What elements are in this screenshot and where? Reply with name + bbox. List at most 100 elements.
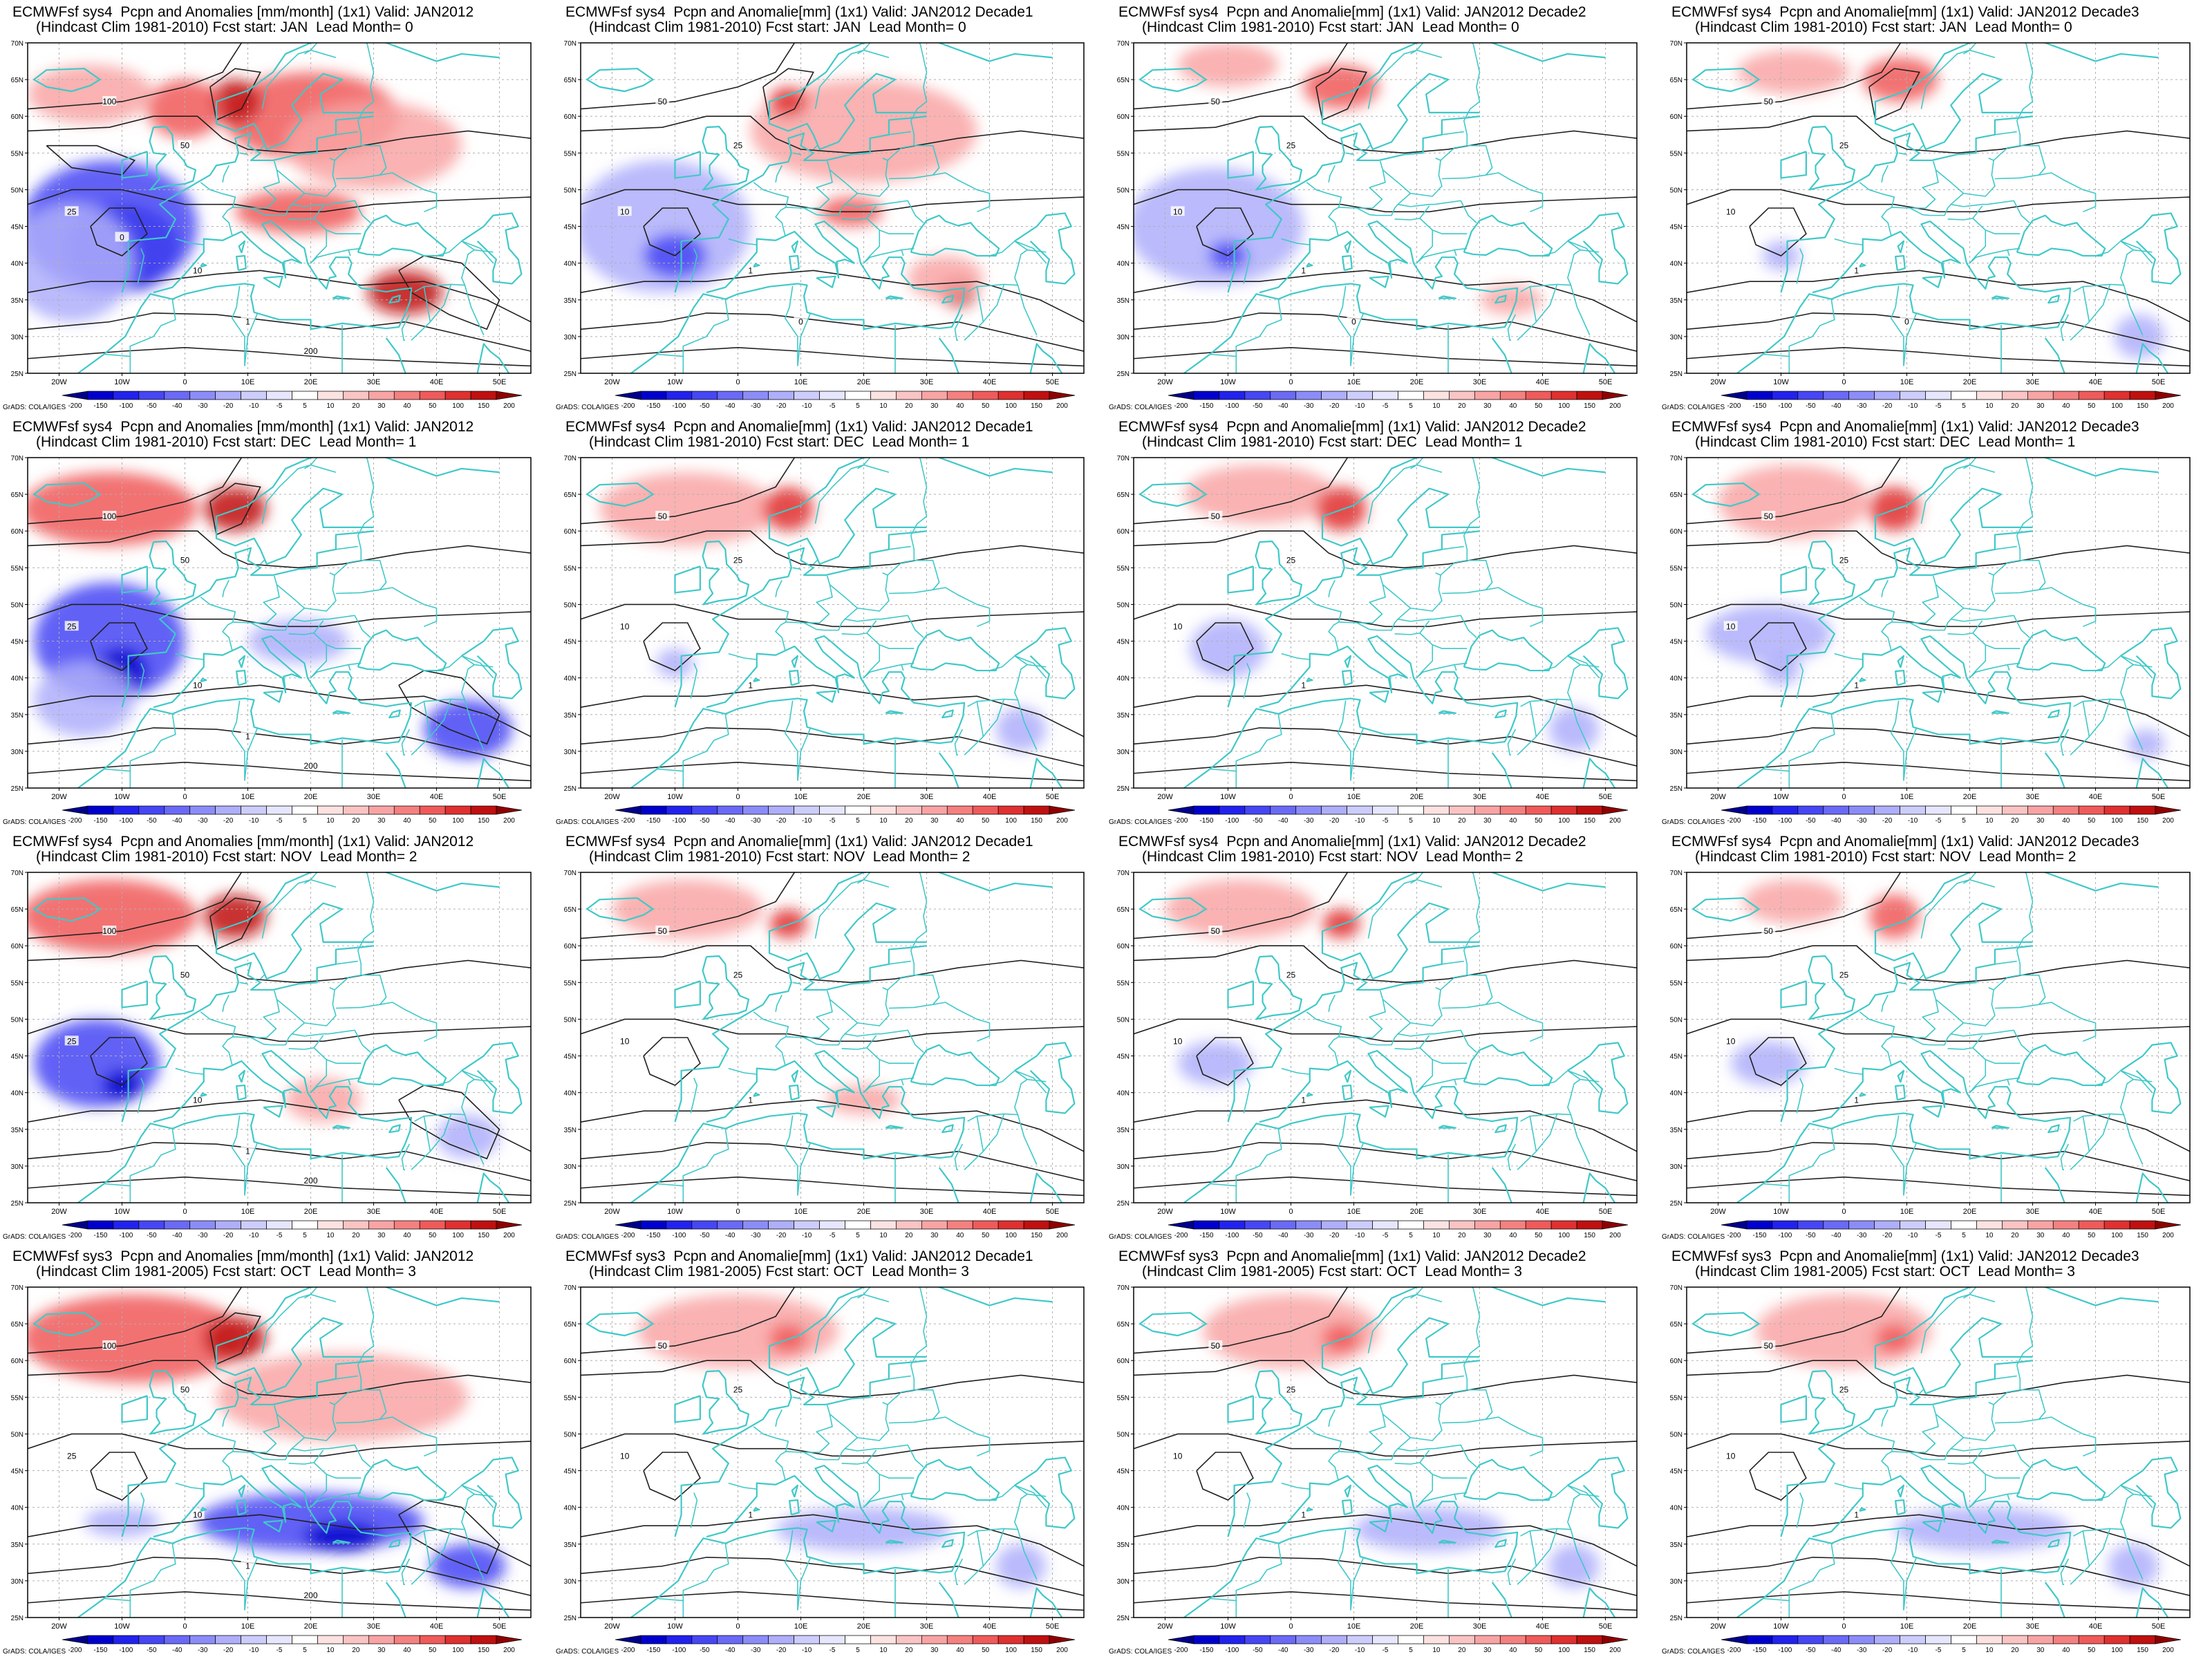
coastline (585, 1312, 654, 1337)
colorbar-label: -200 (1727, 817, 1741, 825)
colorbar-swatch (113, 1635, 140, 1644)
country-border (1337, 700, 1351, 781)
country-border (2016, 872, 2034, 950)
coastline (236, 1499, 247, 1516)
colorbar-swatch (1874, 391, 1900, 400)
colorbar-label: 10 (879, 817, 888, 825)
colorbar-label: -10 (802, 1647, 812, 1654)
country-border (1920, 1293, 1996, 1353)
latitude-tick-label: 45N (1670, 1468, 1683, 1476)
colorbar-label: -10 (1908, 817, 1918, 825)
country-border (1394, 1450, 1430, 1465)
colorbar-label: 30 (930, 402, 939, 410)
colorbar-label: -30 (198, 1232, 208, 1239)
country-border (690, 1078, 698, 1114)
country-border (967, 655, 1028, 707)
longitude-tick-label: 10E (1347, 1622, 1361, 1631)
latitude-tick-label: 55N (564, 150, 577, 158)
colorbar-label: -50 (1806, 1647, 1816, 1654)
coastline (910, 629, 1000, 672)
longitude-tick-label: 10E (241, 378, 255, 386)
country-border (803, 619, 845, 631)
coastline (1859, 263, 1866, 268)
country-border (1994, 131, 2017, 135)
colorbar-label: -100 (1225, 817, 1239, 825)
colorbar-label: -5 (1936, 402, 1942, 410)
country-border (1834, 653, 1863, 660)
longitude-tick-label: 50E (2152, 378, 2166, 386)
colorbar-swatch (1449, 805, 1475, 815)
coastline (2120, 1456, 2182, 1529)
coastline (332, 1539, 351, 1544)
latitude-tick-label: 40N (1670, 675, 1683, 683)
country-border (976, 1530, 984, 1566)
longitude-tick-label: 20W (1710, 1622, 1726, 1631)
country-border (1947, 1035, 1983, 1050)
latitude-tick-label: 55N (11, 1394, 24, 1402)
colorbar-label: 100 (2111, 1647, 2123, 1654)
colorbar-swatch (1398, 1635, 1424, 1644)
colorbar-swatch (615, 1635, 641, 1644)
longitude-tick-label: 0 (182, 793, 187, 801)
map-frame (580, 42, 1085, 374)
colorbar-swatch (819, 805, 845, 815)
latitude-tick-label: 40N (11, 261, 24, 268)
colorbar-swatch (164, 1635, 191, 1644)
coastline (1895, 669, 1906, 686)
colorbar-label: -5 (830, 402, 836, 410)
coastline (938, 752, 959, 788)
colorbar-label: 150 (2137, 402, 2148, 410)
country-border (103, 1543, 176, 1602)
contour-line (1134, 1177, 1637, 1197)
longitude-tick-label: 10W (1773, 1622, 1789, 1631)
colorbar-swatch (1423, 391, 1450, 400)
colorbar-label: 50 (982, 1647, 990, 1654)
colorbar-swatch (241, 391, 267, 400)
country-border (2020, 144, 2097, 213)
latitude-tick-label: 60N (11, 1358, 24, 1365)
colorbar-label: 20 (905, 1647, 913, 1654)
colorbar-label: -150 (646, 817, 660, 825)
latitude-tick-label: 50N (564, 1431, 577, 1438)
coastline (1582, 1587, 1616, 1618)
contour-label: 25 (67, 1451, 77, 1461)
colorbar-label: 10 (879, 1647, 888, 1654)
coastline (1874, 1287, 2159, 1395)
contour-line (209, 1312, 261, 1365)
colorbar-swatch (666, 1635, 693, 1644)
coastline (702, 1369, 750, 1435)
colorbar-swatch (742, 1635, 769, 1644)
latitude-tick-label: 25N (1117, 785, 1130, 793)
colorbar-label: 20 (352, 817, 360, 825)
longitude-tick-label: 0 (1288, 378, 1293, 386)
country-border (964, 1528, 1005, 1585)
country-border (1463, 1287, 1481, 1365)
latitude-tick-label: 30N (11, 1163, 24, 1171)
latitude-tick-label: 70N (564, 870, 577, 877)
colorbar-label: 30 (377, 1647, 386, 1654)
longitude-tick-label: 10W (1773, 378, 1789, 386)
colorbar-label: 200 (1609, 817, 1621, 825)
colorbar: -200 -150 -100 -50 -40 -30 -20 -10 -5 5 10 20 30 40 50… (1721, 1220, 2182, 1239)
country-border (656, 1128, 729, 1187)
country-border (313, 632, 362, 649)
colorbar-label: -10 (802, 817, 812, 825)
country-border (844, 193, 881, 207)
colorbar-swatch (997, 805, 1024, 815)
colorbar-swatch (1049, 391, 1076, 400)
country-border (414, 1069, 475, 1122)
country-border (1454, 250, 1457, 256)
latitude-tick-label: 65N (1670, 906, 1683, 914)
coastline (1227, 115, 1480, 293)
colorbar-swatch (615, 805, 641, 815)
colorbar-swatch (1925, 1635, 1951, 1644)
colorbar-swatch (1449, 391, 1475, 400)
colorbar-label: -40 (1278, 402, 1288, 410)
country-border (103, 713, 176, 772)
colorbar-label: -150 (1199, 1647, 1213, 1654)
map-frame (1686, 1286, 2191, 1618)
panel-title-line1: ECMWFsf sys4 Pcpn and Anomalie[mm] (1x1)… (1671, 834, 2139, 850)
country-border (1441, 1418, 1486, 1424)
longitude-tick-label: 40E (1536, 1622, 1550, 1631)
colorbar-swatch (1372, 1220, 1398, 1230)
